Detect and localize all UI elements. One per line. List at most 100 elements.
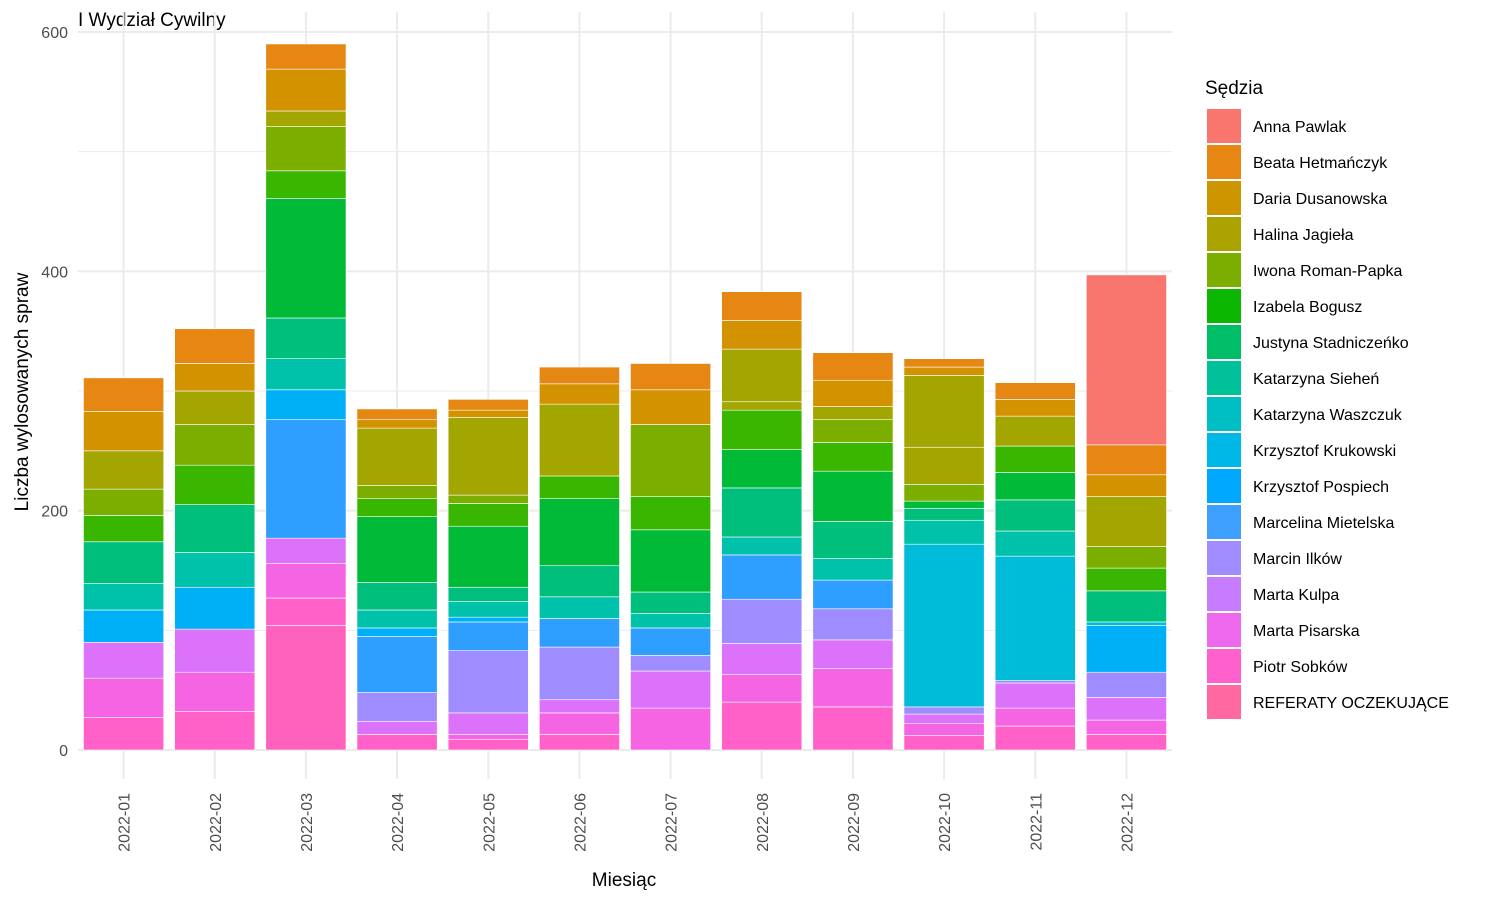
legend-label: Anna Pawlak bbox=[1253, 119, 1347, 136]
bar-segment bbox=[265, 389, 347, 421]
bar-segment bbox=[721, 291, 803, 321]
bar-segment bbox=[1086, 567, 1167, 592]
bar-segment bbox=[447, 503, 529, 527]
bars bbox=[83, 43, 1167, 751]
legend: Sędzia Anna Pawlak Beata Hetmańczyk Daria … bbox=[1205, 78, 1449, 719]
bar-segment bbox=[994, 382, 1076, 400]
bar-segment bbox=[447, 738, 529, 751]
legend-label: Marcelina Mietelska bbox=[1253, 515, 1394, 532]
bar-segment bbox=[812, 379, 894, 407]
x-axis: 2022-01 2022-02 2022-03 2022-04 2022-05 2022-… bbox=[117, 793, 1137, 852]
bar-segment bbox=[1086, 590, 1167, 623]
bar-segment bbox=[1086, 734, 1167, 751]
bar-segment bbox=[721, 449, 803, 489]
bar-segment bbox=[903, 366, 985, 376]
bar-segment bbox=[539, 383, 620, 405]
bar-segment bbox=[630, 627, 711, 656]
bar-segment bbox=[812, 558, 894, 581]
bar-segment bbox=[539, 699, 620, 714]
bar-segment bbox=[630, 529, 711, 593]
x-tick-label: 2022-11 bbox=[1028, 793, 1045, 851]
bar-segment bbox=[994, 472, 1076, 501]
bar-segment bbox=[174, 504, 256, 553]
bar-segment bbox=[903, 446, 985, 485]
bar-segment bbox=[721, 401, 803, 411]
bar-segment bbox=[1086, 546, 1167, 569]
bar-segment bbox=[721, 554, 803, 600]
legend-swatch bbox=[1207, 253, 1241, 287]
bar-segment bbox=[356, 485, 438, 499]
bar-segment bbox=[447, 399, 529, 411]
bar-segment bbox=[994, 555, 1076, 681]
bar-segment bbox=[447, 621, 529, 651]
bar-segment bbox=[812, 668, 894, 708]
legend-label: Justyna Stadniczeńko bbox=[1253, 335, 1409, 352]
bar-segment bbox=[812, 521, 894, 559]
bar-segment bbox=[903, 519, 985, 545]
bar-segment bbox=[994, 682, 1076, 709]
bar-segment bbox=[630, 389, 711, 425]
bar-segment bbox=[356, 516, 438, 583]
bar-segment bbox=[539, 734, 620, 751]
legend-swatch bbox=[1207, 181, 1241, 215]
bar-segment bbox=[356, 408, 438, 421]
bar-segment bbox=[903, 484, 985, 502]
bar-segment bbox=[630, 707, 711, 751]
bar-segment bbox=[174, 628, 256, 673]
bar-segment bbox=[265, 126, 347, 172]
bar-segment bbox=[265, 597, 347, 626]
bar-segment bbox=[83, 541, 164, 584]
y-tick-label: 600 bbox=[41, 25, 68, 42]
bar-segment bbox=[1086, 621, 1167, 626]
legend-swatch bbox=[1207, 433, 1241, 467]
bar-segment bbox=[83, 488, 164, 516]
bar-segment bbox=[721, 487, 803, 538]
bar-segment bbox=[265, 563, 347, 599]
bar-segment bbox=[994, 499, 1076, 532]
bar-segment bbox=[721, 348, 803, 403]
bar-segment bbox=[356, 734, 438, 751]
bar-segment bbox=[356, 692, 438, 722]
bar-segment bbox=[721, 643, 803, 675]
bar-segment bbox=[539, 475, 620, 500]
bar-segment bbox=[812, 706, 894, 751]
bar-segment bbox=[630, 613, 711, 629]
legend-swatch bbox=[1207, 541, 1241, 575]
legend-swatch bbox=[1207, 397, 1241, 431]
bar-segment bbox=[265, 419, 347, 539]
bar-segment bbox=[539, 618, 620, 648]
bar-segment bbox=[265, 537, 347, 564]
bar-segment bbox=[812, 419, 894, 443]
bar-segment bbox=[356, 419, 438, 429]
legend-swatch bbox=[1207, 469, 1241, 503]
bar-segment bbox=[174, 390, 256, 425]
x-tick-label: 2022-10 bbox=[937, 793, 954, 852]
x-axis-label: Miesiąc bbox=[592, 870, 656, 891]
bar-segment bbox=[539, 596, 620, 619]
x-tick-label: 2022-04 bbox=[390, 793, 407, 852]
bar-segment bbox=[174, 586, 256, 630]
bar-segment bbox=[721, 674, 803, 703]
bar-segment bbox=[994, 530, 1076, 557]
legend-swatch bbox=[1207, 325, 1241, 359]
bar-segment bbox=[812, 442, 894, 472]
x-tick-label: 2022-12 bbox=[1119, 793, 1136, 852]
bar-segment bbox=[174, 328, 256, 364]
bar-segment bbox=[812, 406, 894, 421]
bar-segment bbox=[447, 494, 529, 504]
legend-label: Katarzyna Sieheń bbox=[1253, 371, 1379, 388]
bar-segment bbox=[83, 515, 164, 543]
bar-segment bbox=[812, 639, 894, 669]
x-tick-label: 2022-05 bbox=[481, 793, 498, 852]
bar-segment bbox=[994, 680, 1076, 684]
bar-segment bbox=[630, 363, 711, 391]
bar-segment bbox=[812, 608, 894, 641]
bar-segment bbox=[174, 363, 256, 392]
bar-segment bbox=[721, 320, 803, 350]
bar-segment bbox=[83, 677, 164, 718]
bar-segment bbox=[447, 409, 529, 418]
bar-segment bbox=[356, 427, 438, 486]
bar-segment bbox=[356, 582, 438, 611]
x-tick-label: 2022-07 bbox=[664, 793, 681, 852]
